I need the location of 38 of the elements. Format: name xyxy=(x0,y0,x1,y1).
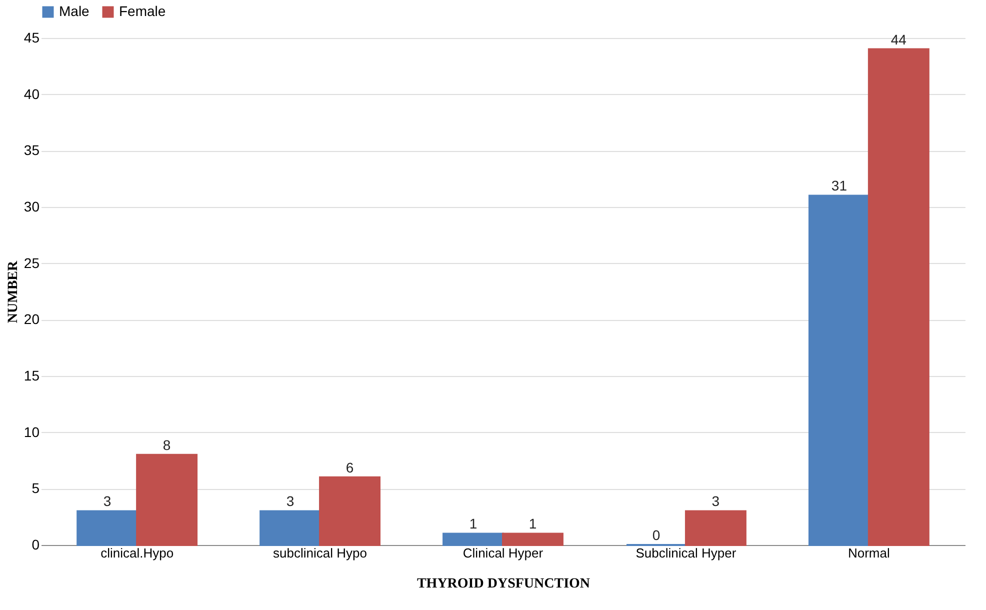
data-label: 31 xyxy=(831,178,848,194)
bar xyxy=(808,194,870,546)
data-label: 44 xyxy=(890,31,907,48)
y-tick-label: 35 xyxy=(24,142,40,158)
bar xyxy=(319,476,380,546)
data-label: 8 xyxy=(162,436,171,453)
bar xyxy=(684,510,746,546)
y-tick-label: 45 xyxy=(24,30,40,46)
y-tick-label: 10 xyxy=(24,424,40,440)
x-tick-label: Subclinical Hyper xyxy=(636,546,737,560)
y-tick-label: 15 xyxy=(24,368,40,384)
legend-label: Female xyxy=(119,3,166,19)
data-label: 3 xyxy=(286,493,294,510)
x-tick-label: subclinical Hypo xyxy=(273,546,367,560)
legend-label: Male xyxy=(59,3,90,19)
bar xyxy=(76,510,138,546)
x-tick-label: Clinical Hyper xyxy=(462,546,544,560)
data-label: 6 xyxy=(346,459,354,476)
data-label: 1 xyxy=(469,516,478,532)
y-tick-label: 30 xyxy=(24,198,40,214)
data-label: 3 xyxy=(712,493,720,510)
data-label: 1 xyxy=(528,516,537,532)
y-tick-label: 5 xyxy=(32,480,40,496)
y-tick-label: 0 xyxy=(32,536,40,552)
bar xyxy=(442,532,504,546)
data-label: 0 xyxy=(652,527,660,543)
y-tick-label: 20 xyxy=(24,311,40,328)
x-axis-title: THYROID DYSFUNCTION xyxy=(416,576,590,592)
data-label: 3 xyxy=(103,493,112,510)
y-axis-title: NUMBER xyxy=(6,260,21,324)
bar xyxy=(136,454,198,546)
x-tick-label: Normal xyxy=(848,546,890,560)
bar xyxy=(502,532,564,546)
y-tick-label: 40 xyxy=(24,86,40,102)
bar xyxy=(868,48,930,546)
y-tick-label: 25 xyxy=(24,254,40,271)
bar xyxy=(260,510,322,546)
x-tick-label: clinical.Hypo xyxy=(100,546,174,560)
